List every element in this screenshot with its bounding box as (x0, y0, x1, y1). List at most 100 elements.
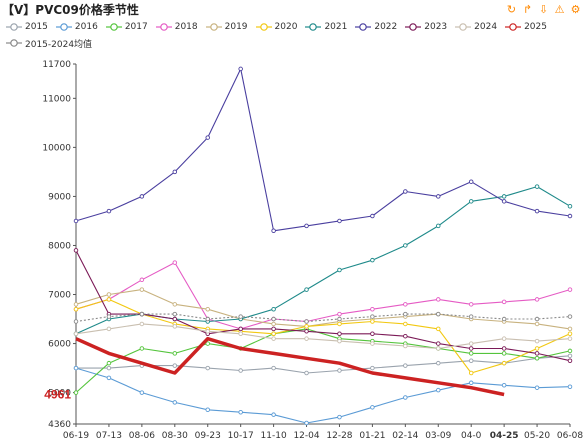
series-line-2025 (75, 336, 505, 397)
legend-swatch (455, 23, 472, 31)
data-point-2021 (567, 203, 573, 209)
data-point-2016 (238, 409, 243, 415)
data-point-2022 (73, 218, 79, 224)
series-line-2023 (75, 250, 571, 362)
data-point-2015 (337, 368, 342, 373)
download-icon[interactable]: ⇩ (538, 2, 549, 16)
x-tick-label: 05-20 (524, 431, 550, 441)
legend-item-2017[interactable]: 2017 (105, 20, 148, 34)
data-point-2018 (534, 297, 540, 302)
legend-label: 2025 (524, 22, 547, 32)
y-tick-label: 11000 (42, 94, 71, 104)
refresh-icon[interactable]: ↻ (506, 2, 517, 16)
data-point-2019 (271, 321, 276, 327)
y-tick-label: 4360 (48, 420, 71, 430)
chart-title: 【V】PVC09价格季节性 (2, 2, 139, 17)
data-point-2024 (304, 336, 309, 341)
legend-item-2021[interactable]: 2021 (305, 20, 347, 34)
legend-swatch (505, 23, 522, 31)
data-point-2015-2024均值 (468, 314, 474, 319)
data-point-2015 (205, 365, 210, 371)
data-point-2015-2024均值 (304, 319, 309, 324)
series-line-2024 (75, 323, 571, 350)
legend-swatch (155, 23, 172, 31)
data-point-2015 (436, 360, 441, 366)
data-point-2023 (567, 358, 573, 363)
data-point-2024 (337, 338, 342, 344)
data-point-2022 (501, 199, 507, 204)
data-point-2020 (567, 331, 573, 337)
legend-label: 2017 (124, 22, 148, 32)
legend-item-2024[interactable]: 2024 (455, 20, 497, 34)
data-point-2018 (436, 297, 441, 302)
x-tick-label: 04-25 (490, 431, 519, 441)
legend-item-2018[interactable]: 2018 (155, 20, 198, 34)
data-point-2022 (172, 169, 178, 175)
y-tick-label: 8000 (48, 241, 71, 251)
series-line-2022 (75, 68, 571, 232)
legend-swatch (105, 23, 122, 31)
legend-label: 2015-2024均值 (25, 39, 93, 50)
data-point-2023 (238, 326, 243, 332)
legend-swatch (6, 23, 22, 31)
data-point-2015-2024均值 (501, 316, 507, 322)
legend-item-2022[interactable]: 2022 (355, 20, 397, 34)
data-point-2024 (468, 341, 474, 346)
data-point-2019 (106, 292, 112, 297)
data-point-2021 (337, 267, 342, 273)
legend-item-2016[interactable]: 2016 (55, 20, 98, 34)
x-tick-label: 09-23 (195, 431, 221, 441)
data-point-2022 (534, 208, 540, 214)
legend-item-2023[interactable]: 2023 (405, 20, 447, 34)
data-point-2021 (370, 257, 375, 263)
y-tick-label: 9000 (48, 192, 71, 202)
legend-item-2015-2024均值[interactable]: 2015-2024均值 (6, 36, 92, 50)
y-tick-label: 10000 (42, 143, 71, 153)
data-point-2024 (403, 343, 408, 349)
data-point-2016 (304, 420, 309, 426)
legend-label: 2021 (324, 22, 348, 32)
data-point-2020 (370, 319, 375, 324)
data-point-2015-2024均值 (139, 311, 145, 317)
data-point-2016 (73, 365, 79, 371)
current-value-label: 4961 (44, 388, 71, 402)
x-tick-label: 08-30 (162, 431, 188, 441)
data-point-2015 (106, 365, 112, 371)
legend-item-2025[interactable]: 2025 (505, 20, 547, 34)
data-point-2022 (403, 189, 408, 194)
data-point-2022 (337, 218, 342, 224)
data-point-2016 (436, 387, 441, 393)
data-point-2015-2024均值 (534, 316, 540, 322)
legend-swatch (405, 23, 422, 31)
legend-swatch (6, 39, 22, 47)
data-point-2018 (468, 302, 474, 307)
x-tick-label: 10-17 (228, 431, 254, 441)
share-icon[interactable]: ↱ (522, 2, 533, 16)
data-point-2018 (337, 311, 342, 317)
data-point-2022 (238, 66, 243, 72)
data-point-2021 (271, 306, 276, 312)
y-tick-label: 7000 (48, 291, 71, 301)
data-point-2015 (403, 363, 408, 368)
x-tick-label: 07-13 (96, 431, 122, 441)
legend-item-2020[interactable]: 2020 (255, 20, 298, 34)
settings-icon[interactable]: ⚙ (570, 2, 581, 16)
legend-item-2015[interactable]: 2015 (6, 20, 48, 34)
data-point-2024 (370, 341, 375, 346)
legend-swatch (355, 23, 372, 31)
data-point-2017 (106, 360, 112, 366)
legend-label: 2020 (274, 22, 298, 32)
data-point-2019 (567, 326, 573, 332)
data-point-2020 (436, 326, 441, 332)
data-point-2018 (139, 277, 145, 283)
y-tick-label: 6000 (48, 340, 71, 350)
x-tick-label: 08-06 (129, 431, 155, 441)
data-point-2021 (534, 184, 540, 189)
data-point-2024 (567, 336, 573, 341)
data-point-2024 (534, 338, 540, 344)
series-line-2015-2024均值 (75, 313, 571, 323)
data-point-2021 (436, 223, 441, 229)
warning-icon[interactable]: ⚠ (554, 2, 565, 16)
legend-item-2019[interactable]: 2019 (205, 20, 248, 34)
